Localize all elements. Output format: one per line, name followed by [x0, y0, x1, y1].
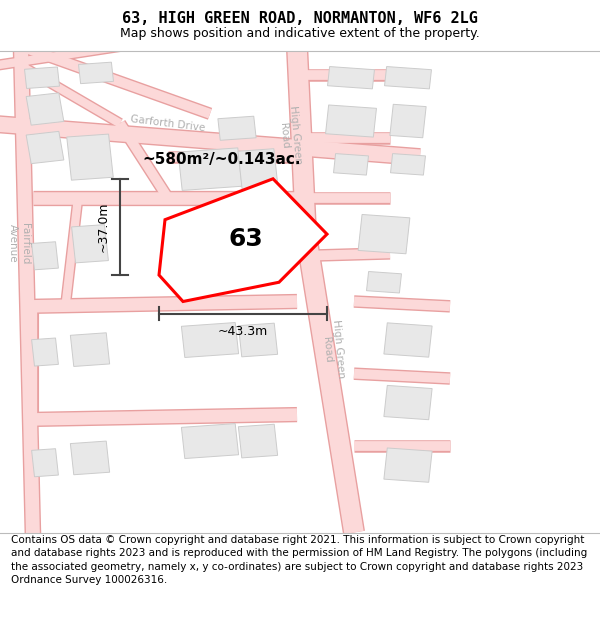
Polygon shape [181, 224, 239, 264]
Polygon shape [25, 67, 59, 89]
Polygon shape [238, 323, 278, 357]
Polygon shape [178, 148, 242, 191]
Polygon shape [238, 149, 278, 189]
Polygon shape [384, 448, 432, 482]
Polygon shape [391, 154, 425, 175]
Polygon shape [26, 131, 64, 164]
Polygon shape [32, 449, 58, 477]
Text: ~43.3m: ~43.3m [218, 326, 268, 338]
Text: ~580m²/~0.143ac.: ~580m²/~0.143ac. [143, 152, 301, 167]
Polygon shape [385, 66, 431, 89]
Polygon shape [358, 214, 410, 254]
Text: ~37.0m: ~37.0m [97, 202, 110, 252]
Text: High Green
Road: High Green Road [320, 319, 346, 380]
Text: Contains OS data © Crown copyright and database right 2021. This information is : Contains OS data © Crown copyright and d… [11, 535, 587, 585]
Polygon shape [384, 386, 432, 420]
Polygon shape [218, 116, 256, 140]
Polygon shape [32, 242, 58, 270]
Text: Garforth Drive: Garforth Drive [130, 114, 206, 133]
Polygon shape [326, 105, 376, 137]
Polygon shape [181, 322, 239, 357]
Polygon shape [390, 104, 426, 138]
Polygon shape [384, 323, 432, 357]
Text: High Green
Road: High Green Road [277, 105, 303, 166]
Polygon shape [32, 338, 58, 366]
Polygon shape [238, 224, 278, 263]
Polygon shape [334, 154, 368, 175]
Polygon shape [159, 179, 327, 301]
Text: Fairfield
Avenue: Fairfield Avenue [8, 223, 30, 264]
Text: Map shows position and indicative extent of the property.: Map shows position and indicative extent… [120, 27, 480, 40]
Polygon shape [26, 93, 64, 125]
Polygon shape [70, 441, 110, 475]
Polygon shape [70, 332, 110, 366]
Polygon shape [367, 271, 401, 293]
Text: 63: 63 [229, 227, 263, 251]
Polygon shape [71, 224, 109, 263]
Polygon shape [67, 134, 113, 180]
Polygon shape [181, 424, 239, 459]
Polygon shape [328, 66, 374, 89]
Polygon shape [238, 424, 278, 458]
Text: 63, HIGH GREEN ROAD, NORMANTON, WF6 2LG: 63, HIGH GREEN ROAD, NORMANTON, WF6 2LG [122, 11, 478, 26]
Polygon shape [79, 62, 113, 84]
